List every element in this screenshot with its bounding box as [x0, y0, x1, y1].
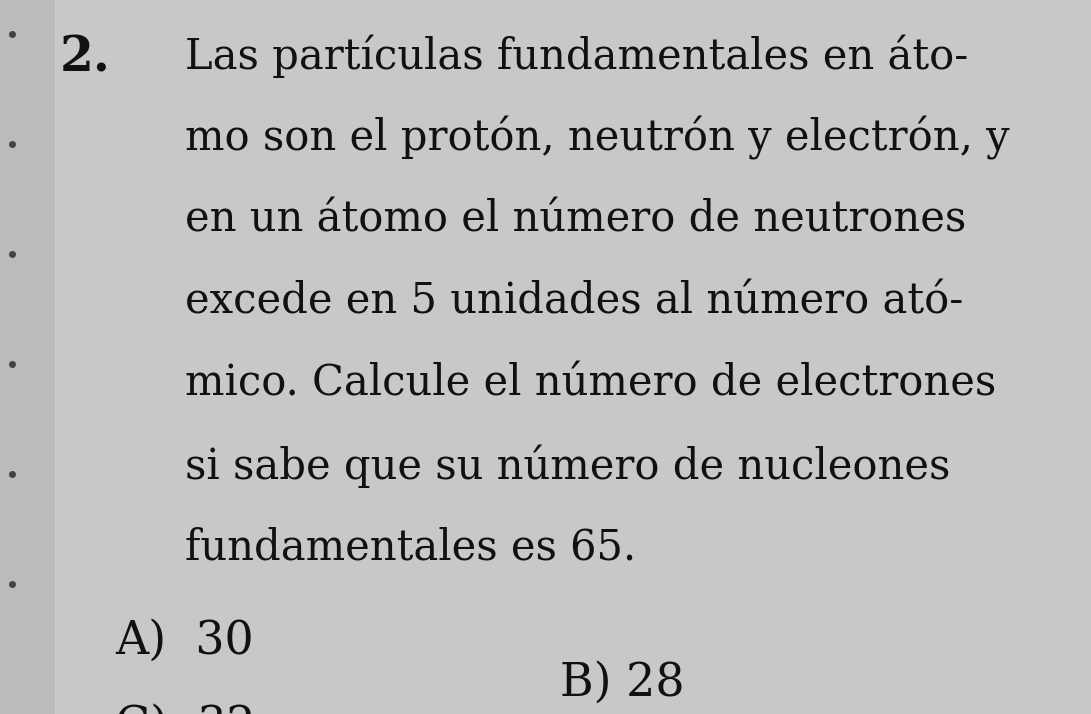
- Text: en un átomo el número de neutrones: en un átomo el número de neutrones: [185, 198, 967, 240]
- Text: 2.: 2.: [60, 34, 111, 81]
- Text: excede en 5 unidades al número ató-: excede en 5 unidades al número ató-: [185, 280, 963, 322]
- Text: fundamentales es 65.: fundamentales es 65.: [185, 526, 636, 568]
- Text: mo son el protón, neutrón y electrón, y: mo son el protón, neutrón y electrón, y: [185, 116, 1009, 160]
- Bar: [0, 0, 55, 714]
- Text: C)  32: C) 32: [115, 703, 255, 714]
- Text: mico. Calcule el número de electrones: mico. Calcule el número de electrones: [185, 362, 996, 404]
- Text: A)  30: A) 30: [115, 618, 253, 663]
- Text: B) 28: B) 28: [560, 660, 685, 705]
- Text: si sabe que su número de nucleones: si sabe que su número de nucleones: [185, 444, 950, 488]
- Text: Las partículas fundamentales en áto-: Las partículas fundamentales en áto-: [185, 34, 969, 78]
